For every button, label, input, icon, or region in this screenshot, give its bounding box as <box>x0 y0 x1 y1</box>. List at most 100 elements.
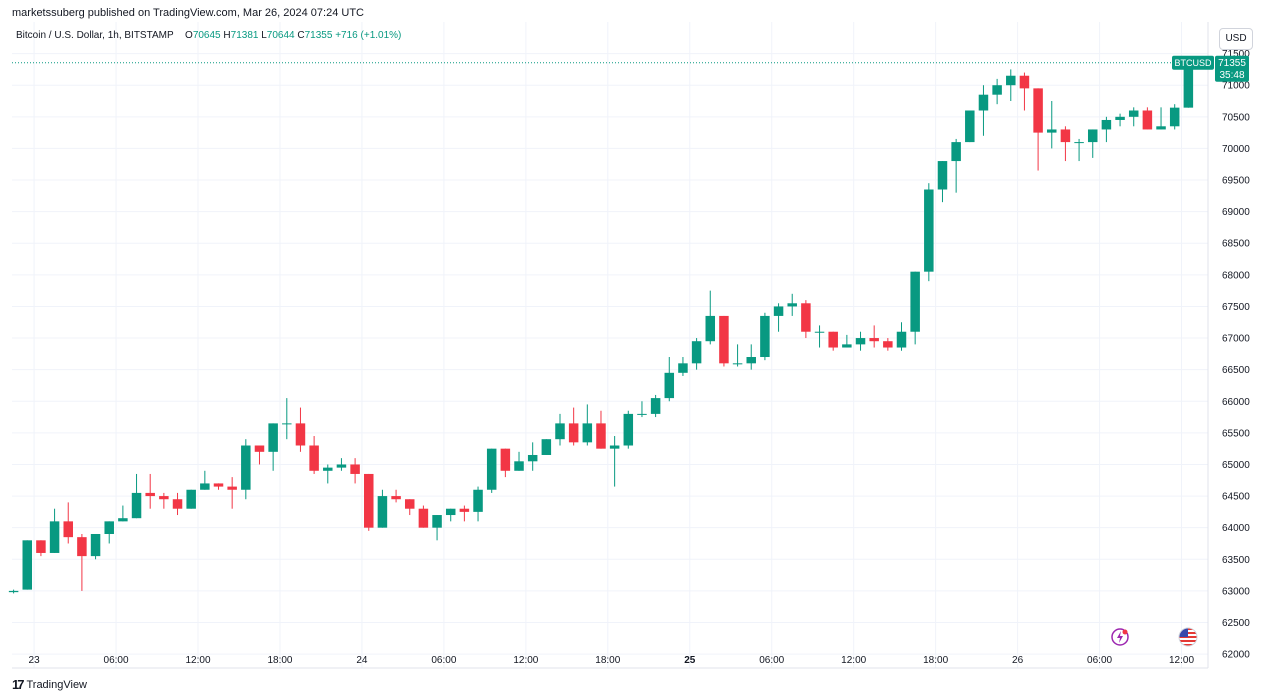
candle-body <box>323 467 333 471</box>
close-label: C <box>297 30 305 41</box>
candle <box>937 161 948 203</box>
candle <box>623 410 634 449</box>
candle-body <box>869 338 879 342</box>
candle <box>241 439 251 500</box>
candle-body <box>883 341 893 348</box>
candle-body <box>896 331 907 348</box>
candle-body <box>1156 126 1166 130</box>
candle-body <box>36 540 46 553</box>
candle <box>527 442 538 471</box>
candle-body <box>63 521 73 538</box>
candle <box>213 483 224 490</box>
candle <box>36 540 46 557</box>
candles <box>8 61 1194 594</box>
candle-body <box>1047 129 1057 133</box>
candle <box>268 423 278 471</box>
candle <box>377 489 388 528</box>
time-tick-label: 06:00 <box>431 655 456 666</box>
candle <box>1047 101 1057 149</box>
time-tick-label: 12:00 <box>841 655 866 666</box>
candle-body <box>1006 75 1016 86</box>
candle-body <box>282 423 292 425</box>
candle <box>1087 129 1098 158</box>
candle <box>596 410 606 449</box>
candle-body <box>1019 75 1030 89</box>
time-tick-label: 18:00 <box>923 655 948 666</box>
candle-body <box>582 423 593 443</box>
candle <box>1006 69 1016 102</box>
price-tick-label: 63000 <box>1222 586 1250 597</box>
candle <box>459 505 470 522</box>
candle-body <box>49 521 60 553</box>
candle-body <box>459 508 470 512</box>
candle <box>719 315 729 367</box>
candle <box>1101 116 1112 143</box>
candle-body <box>732 363 743 365</box>
candle <box>227 477 237 509</box>
candle <box>896 322 907 351</box>
time-tick-label: 06:00 <box>1087 655 1112 666</box>
currency-button[interactable]: USD <box>1219 28 1253 50</box>
price-tick-label: 67500 <box>1222 302 1250 313</box>
candle <box>609 436 620 487</box>
symbol-title[interactable]: Bitcoin / U.S. Dollar, 1h, BITSTAMP <box>16 30 174 41</box>
candle-body <box>814 331 825 333</box>
candle-body <box>500 448 511 471</box>
price-tick-label: 62000 <box>1222 650 1250 661</box>
countdown-label: 35:48 <box>1219 70 1244 81</box>
candle <box>978 85 989 136</box>
candle-body <box>992 85 1002 95</box>
ohlc-legend: Bitcoin / U.S. Dollar, 1h, BITSTAMP O706… <box>16 30 401 41</box>
high-label: H <box>223 30 231 41</box>
time-axis[interactable]: 23 06:00 12:00 18:00 24 06:00 12:00 18:00 25 06:0… <box>29 655 1195 666</box>
us-flag-icon[interactable] <box>1178 627 1198 647</box>
candle <box>746 344 756 370</box>
candle-body <box>1183 62 1194 108</box>
candle-body <box>350 464 360 474</box>
candle <box>364 473 374 531</box>
candle <box>705 290 716 345</box>
candle <box>500 448 511 478</box>
candle <box>1033 88 1043 171</box>
candle <box>63 502 73 544</box>
time-tick-label: 24 <box>356 655 368 666</box>
lightning-icon[interactable] <box>1110 627 1130 647</box>
candle <box>650 394 661 418</box>
candle <box>760 312 770 361</box>
candle-body <box>1087 129 1098 143</box>
candle <box>473 486 483 522</box>
candle-body <box>1142 110 1153 130</box>
price-axis[interactable]: 71500 71000 70500 70000 69500 69000 68500 68000… <box>1222 49 1250 660</box>
time-tick-label: 18:00 <box>595 655 620 666</box>
price-tick-label: 66000 <box>1222 397 1250 408</box>
candle <box>172 492 183 516</box>
candle-body <box>623 413 634 446</box>
candle <box>855 331 866 351</box>
candle <box>282 398 292 440</box>
change-value: +716 (+1.01%) <box>335 30 402 41</box>
candle-body <box>8 590 19 593</box>
candle-body <box>1128 110 1139 117</box>
candle-body <box>678 363 688 373</box>
candle-body <box>432 515 442 528</box>
candle-body <box>527 454 538 462</box>
price-tick-label: 64000 <box>1222 523 1250 534</box>
candle <box>951 138 961 193</box>
candle-body <box>828 331 838 348</box>
candle <box>22 540 33 590</box>
candle <box>773 303 784 332</box>
candle-body <box>377 496 388 528</box>
candle <box>582 404 593 446</box>
candle <box>118 505 128 522</box>
footer-brand: 17 TradingView <box>12 677 87 692</box>
candle-body <box>855 338 866 345</box>
price-tick-label: 62500 <box>1222 618 1250 629</box>
tradingview-logo-icon: 17 <box>12 677 25 692</box>
candle-body <box>937 161 948 190</box>
open-value: 70645 <box>192 30 221 41</box>
price-tick-label: 68500 <box>1222 239 1250 250</box>
time-tick-label: 12:00 <box>185 655 210 666</box>
last-price-marker: BTCUSD 71355 35:48 <box>12 55 1249 82</box>
candle <box>432 515 442 541</box>
